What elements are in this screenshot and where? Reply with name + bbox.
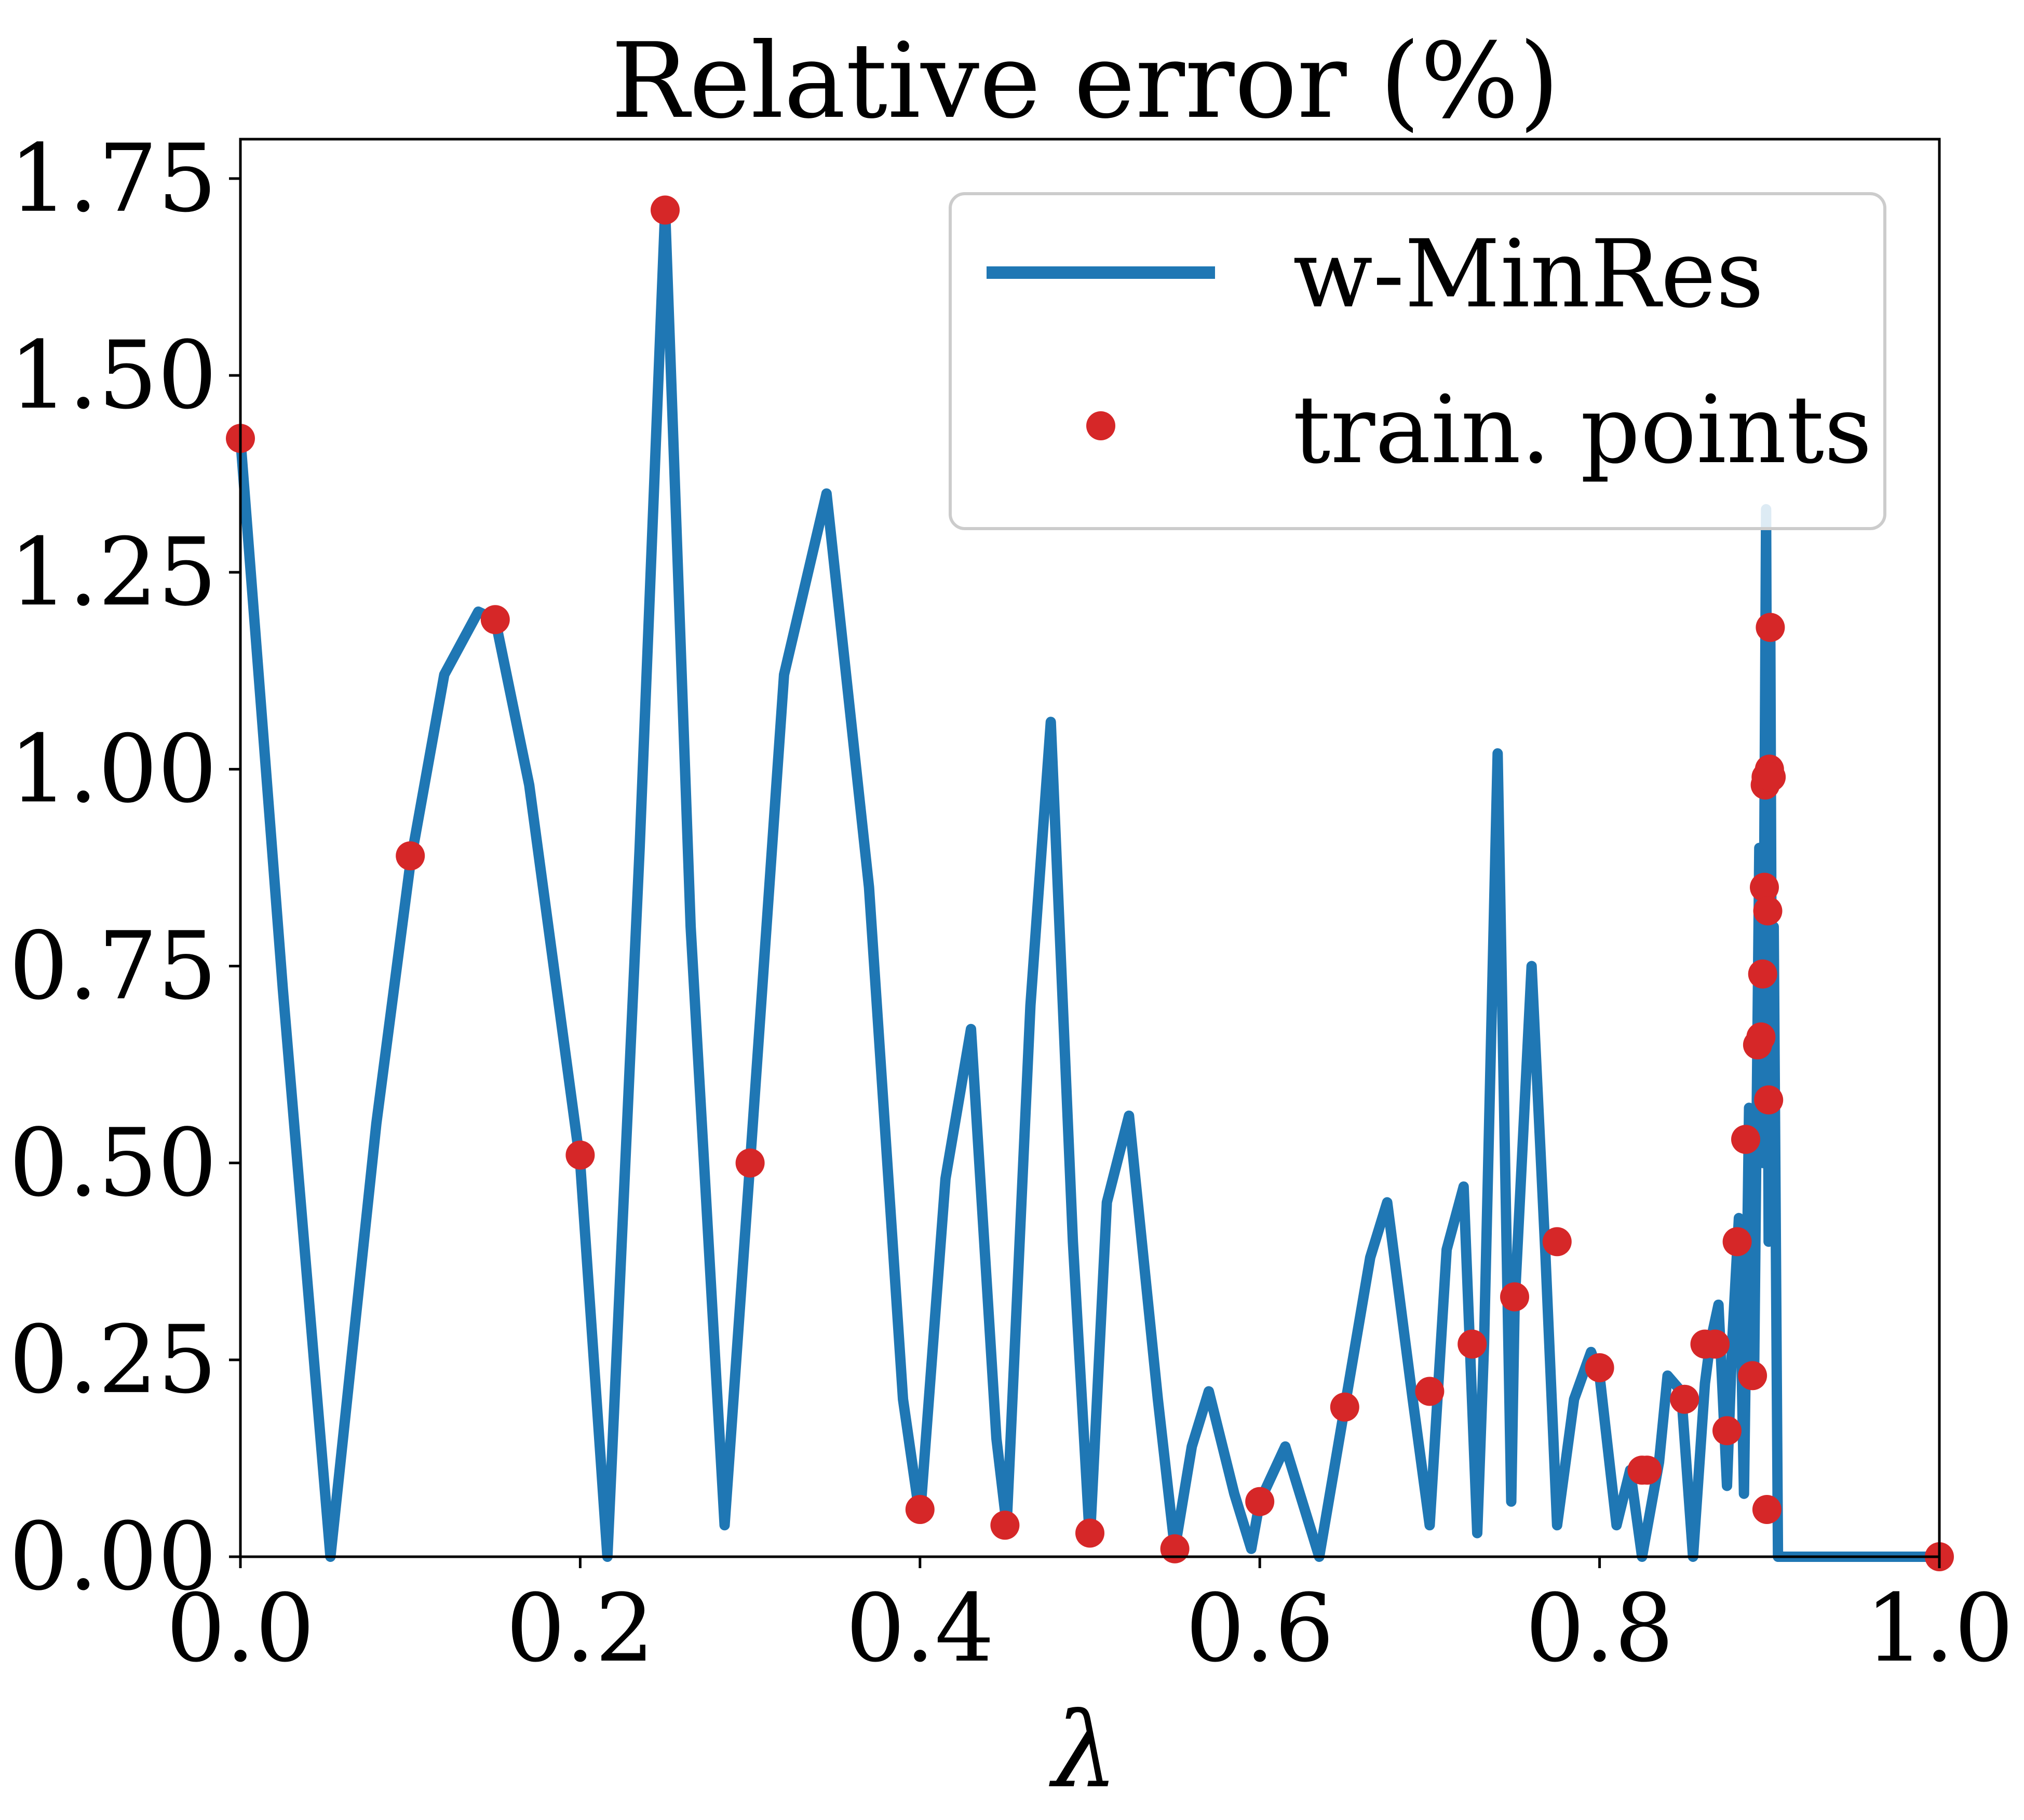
train-point xyxy=(1415,1377,1445,1406)
train-point xyxy=(1585,1353,1614,1382)
y-tick-label: 0.25 xyxy=(9,1306,217,1414)
train-point xyxy=(1748,959,1777,989)
train-point xyxy=(990,1511,1020,1540)
train-point xyxy=(1753,896,1783,926)
train-point xyxy=(1746,1022,1776,1051)
y-tick-label: 0.75 xyxy=(9,912,217,1021)
train-point xyxy=(1245,1487,1275,1516)
train-point xyxy=(1722,1227,1752,1257)
train-point xyxy=(1752,1495,1782,1524)
train-point xyxy=(1754,1085,1784,1115)
train-point xyxy=(396,841,425,871)
legend-label-w-minres: w-MinRes xyxy=(1293,220,1764,329)
x-axis: 0.0 0.2 0.4 0.6 0.8 1.0 xyxy=(166,1557,2014,1683)
x-tick-label: 0.6 xyxy=(1185,1574,1334,1683)
train-point xyxy=(651,195,680,225)
x-tick-label: 0.4 xyxy=(846,1574,994,1683)
train-point xyxy=(1712,1416,1742,1446)
train-point xyxy=(480,605,510,635)
train-point xyxy=(1756,613,1785,642)
legend-label-train-points: train. points xyxy=(1293,376,1872,484)
y-tick-label: 0.50 xyxy=(9,1109,217,1218)
train-point xyxy=(1330,1392,1359,1422)
legend-dot-swatch xyxy=(1086,411,1115,440)
plot-area xyxy=(226,195,1954,1571)
x-tick-label: 0.0 xyxy=(166,1574,315,1683)
plot-frame xyxy=(239,138,1941,1558)
x-tick-label: 0.8 xyxy=(1525,1574,1674,1683)
train-point xyxy=(1542,1227,1572,1257)
y-axis: 0.00 0.25 0.50 0.75 1.00 1.25 1.50 1.75 xyxy=(9,125,240,1611)
legend: w-MinRes train. points xyxy=(949,192,1886,530)
y-tick-label: 1.75 xyxy=(9,125,217,233)
train-point xyxy=(1160,1534,1190,1563)
train-point xyxy=(1632,1455,1662,1485)
train-point xyxy=(565,1140,595,1170)
train-point xyxy=(1075,1518,1104,1548)
x-tick-label: 1.0 xyxy=(1865,1574,2014,1683)
chart-title: Relative error (%) xyxy=(611,21,1560,142)
train-point xyxy=(1757,762,1786,792)
train-point xyxy=(1750,872,1779,902)
train-point xyxy=(735,1148,765,1178)
y-tick-label: 1.25 xyxy=(9,518,217,627)
x-tick-label: 0.2 xyxy=(506,1574,654,1683)
train-point xyxy=(1731,1125,1760,1154)
y-tick-label: 1.50 xyxy=(9,321,217,430)
train-point xyxy=(905,1495,935,1524)
train-point xyxy=(1670,1384,1699,1414)
train-point xyxy=(1500,1282,1529,1312)
train-point xyxy=(1458,1329,1487,1359)
y-tick-label: 0.00 xyxy=(9,1503,217,1611)
train-point xyxy=(1738,1361,1767,1391)
train-point xyxy=(1701,1329,1730,1359)
x-axis-label: λ xyxy=(1049,1690,1118,1811)
y-tick-label: 1.00 xyxy=(9,715,217,824)
